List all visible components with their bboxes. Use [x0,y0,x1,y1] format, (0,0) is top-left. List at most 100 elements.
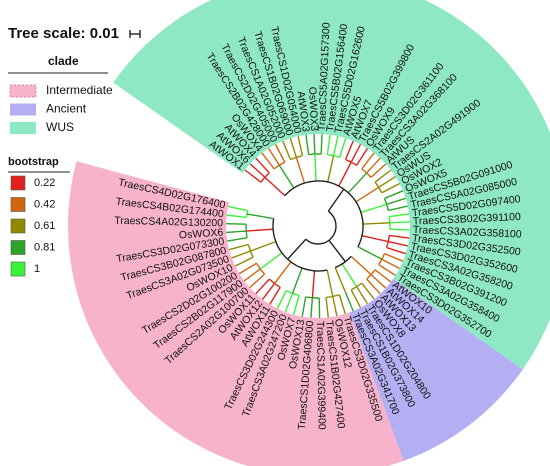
branch [289,138,298,158]
branch [305,210,337,245]
branch [249,273,266,289]
bootstrap-swatch [10,197,26,212]
branch [374,169,392,183]
branch [360,203,387,214]
branch [313,134,316,155]
branch [386,246,406,255]
branch [334,267,347,293]
branch [255,157,270,174]
branch [389,213,410,218]
legend-area [0,0,118,300]
branch [366,278,381,295]
bootstrap-label: 0.42 [34,198,55,210]
branch [326,269,334,297]
bootstrap-title: bootstrap [8,156,59,168]
branch [327,153,340,159]
branch [276,290,287,309]
branch [350,289,362,308]
branch [301,296,307,317]
bootstrap-label: 0.22 [34,177,55,189]
branch [388,205,408,212]
branch [384,252,404,262]
branch [231,250,251,259]
branch [227,237,248,242]
leaf-label: TraesCS3B02G391100 [413,211,522,228]
branch [325,297,329,318]
branch [356,286,369,304]
branch [255,278,270,295]
branch [378,264,396,277]
branch [361,168,372,178]
leaf-label: OsWOX3 [306,87,320,132]
clade-label: WUS [46,120,74,134]
branch [311,270,316,298]
branch [334,255,352,269]
branch [227,205,248,212]
branch [267,148,280,166]
branch [332,296,338,317]
bootstrap-swatch [10,261,26,277]
branch [245,224,248,238]
branch [282,140,292,160]
branch [381,258,400,270]
branch [226,214,247,219]
branch [274,261,292,284]
clade-label: Intermediate [46,83,113,97]
branch [284,180,364,248]
branch [278,164,295,189]
branch [293,295,300,315]
branch [338,138,347,158]
branch [355,186,380,203]
branch [238,262,257,275]
clade-label: Ancient [46,102,87,116]
clade-title: clade [48,54,79,68]
branch [357,246,383,260]
clade-swatch [10,103,36,116]
clade-sector [349,278,523,461]
branch [328,239,346,263]
branch [261,152,275,170]
branch [287,238,307,260]
branch [244,169,262,183]
branch [291,267,303,294]
branch [350,255,372,276]
branch [378,175,396,188]
branch [305,134,310,155]
bootstrap-label: 0.61 [34,220,55,232]
branch [234,256,254,267]
bootstrap-swatch [10,240,26,255]
branch [274,144,286,163]
branch [326,134,331,155]
bootstrap-label: 0.81 [34,241,55,253]
branch [350,144,362,163]
branch [350,282,363,291]
branch [389,228,410,231]
leaf-label: TraesCS4A02G130200 [114,215,223,230]
leaf-label: AtWOX3 [295,91,312,133]
branch [384,190,404,200]
branch [361,152,375,170]
branch [389,234,410,239]
branch [284,293,294,313]
branch [344,292,354,312]
branch [341,263,358,288]
branch [259,252,283,270]
branch [246,213,274,220]
leaf-label: TraesCS5A02G157300 [316,22,333,131]
branch [327,155,335,183]
branch [243,268,261,282]
branch [361,282,375,300]
branch [261,283,276,300]
leaf-label: TraesCS1A02G399400 [314,321,328,430]
branch [272,218,328,272]
branch [273,161,286,170]
branch [386,197,406,206]
tree-scale: Tree scale: 0.01 [8,25,119,42]
branch [264,176,286,197]
clade-sector [113,0,550,370]
branch [362,222,390,225]
branch [228,243,249,251]
branch [370,274,387,289]
scale-bar [129,30,141,38]
